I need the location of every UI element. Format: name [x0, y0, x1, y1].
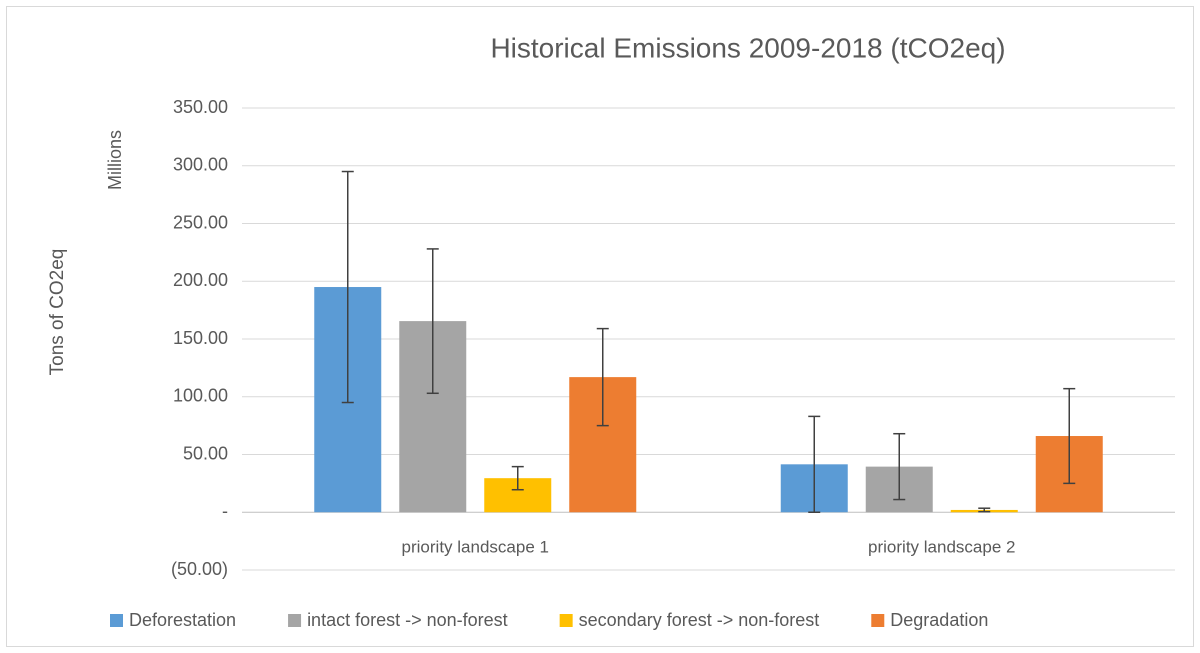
chart-border — [6, 6, 1194, 647]
legend-swatch — [110, 614, 123, 627]
error-bar — [596, 327, 609, 427]
y-tick-label: 150.00 — [173, 328, 228, 348]
y-tick-label: (50.00) — [171, 559, 228, 579]
legend-swatch — [871, 614, 885, 627]
y-tick-label: 300.00 — [173, 155, 228, 175]
legend-label: Deforestation — [129, 610, 236, 630]
legend-swatch — [559, 614, 573, 627]
error-bar — [426, 248, 439, 395]
x-tick-label: priority landscape 2 — [868, 537, 1015, 556]
error-bar — [808, 415, 821, 513]
error-bar — [511, 465, 524, 491]
error-bar — [978, 507, 991, 513]
y-tick-label: 50.00 — [183, 443, 228, 463]
y-unit-label: Millions — [105, 130, 125, 190]
y-tick-label: - — [222, 501, 228, 521]
error-bar — [893, 432, 906, 501]
legend-label: secondary forest -> non-forest — [579, 610, 820, 630]
chart-title: Historical Emissions 2009-2018 (tCO2eq) — [490, 32, 1005, 63]
error-bar — [341, 170, 354, 404]
legend-swatch — [288, 614, 302, 627]
legend-label: Degradation — [890, 610, 988, 630]
error-bar — [1063, 387, 1076, 485]
y-tick-label: 350.00 — [173, 97, 228, 117]
y-tick-label: 100.00 — [173, 386, 228, 406]
y-tick-label: 250.00 — [173, 212, 228, 232]
legend-label: intact forest -> non-forest — [307, 610, 508, 630]
y-tick-label: 200.00 — [173, 270, 228, 290]
y-axis-label: Tons of CO2eq — [47, 249, 68, 376]
x-tick-label: priority landscape 1 — [402, 537, 549, 556]
